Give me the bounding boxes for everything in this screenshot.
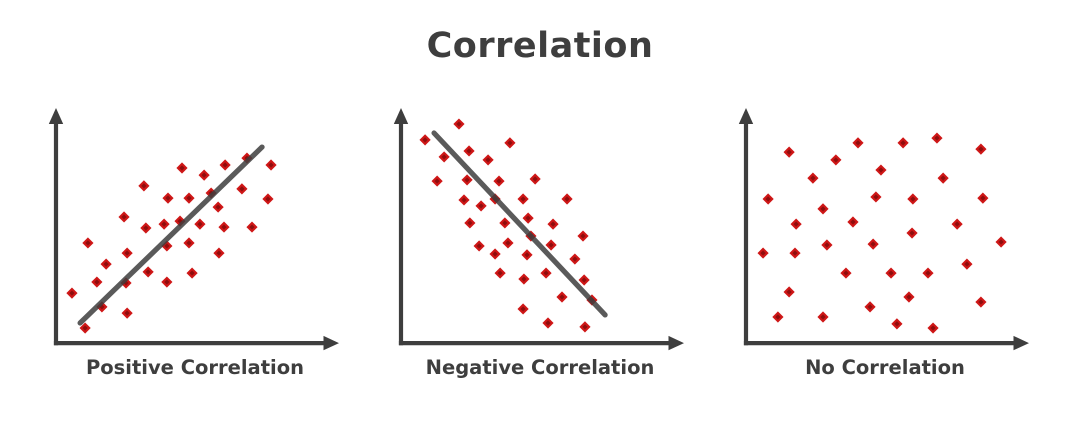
no-correlation-panel: No Correlation bbox=[730, 100, 1040, 390]
data-point bbox=[82, 325, 88, 331]
data-point bbox=[164, 243, 170, 249]
data-point bbox=[222, 162, 228, 168]
x-axis-arrowhead-icon bbox=[668, 335, 684, 351]
data-point bbox=[786, 289, 792, 295]
chart-caption-negative: Negative Correlation bbox=[425, 356, 655, 379]
data-point bbox=[239, 186, 245, 192]
data-point bbox=[197, 221, 203, 227]
data-point bbox=[179, 165, 185, 171]
data-point bbox=[165, 195, 171, 201]
data-point bbox=[103, 261, 109, 267]
data-point bbox=[164, 279, 170, 285]
data-point bbox=[186, 240, 192, 246]
scatter-plot-positive bbox=[48, 108, 339, 351]
x-axis-arrowhead-icon bbox=[323, 335, 339, 351]
data-point bbox=[143, 225, 149, 231]
data-point bbox=[497, 270, 503, 276]
y-axis-arrowhead-icon bbox=[48, 108, 64, 124]
data-point bbox=[980, 195, 986, 201]
data-point bbox=[792, 250, 798, 256]
data-point bbox=[461, 197, 467, 203]
data-point bbox=[215, 204, 221, 210]
data-point bbox=[532, 176, 538, 182]
chart-caption-positive: Positive Correlation bbox=[85, 356, 304, 379]
data-point bbox=[786, 149, 792, 155]
data-point bbox=[870, 241, 876, 247]
data-point bbox=[833, 157, 839, 163]
data-point bbox=[216, 250, 222, 256]
data-point bbox=[441, 154, 447, 160]
scatter-plot-negative bbox=[393, 108, 684, 351]
data-point bbox=[580, 233, 586, 239]
data-point bbox=[476, 243, 482, 249]
data-point bbox=[434, 178, 440, 184]
data-point bbox=[485, 157, 491, 163]
y-axis-arrowhead-icon bbox=[738, 108, 754, 124]
data-point bbox=[94, 279, 100, 285]
data-point bbox=[464, 177, 470, 183]
data-point bbox=[521, 276, 527, 282]
negative-correlation-panel: Negative Correlation bbox=[385, 100, 695, 390]
x-axis-arrowhead-icon bbox=[1013, 335, 1029, 351]
positive-correlation-panel: Positive Correlation bbox=[40, 100, 350, 390]
trend-line bbox=[431, 130, 608, 318]
data-point bbox=[121, 214, 127, 220]
data-point bbox=[855, 140, 861, 146]
data-point bbox=[525, 215, 531, 221]
data-point bbox=[186, 195, 192, 201]
data-point bbox=[145, 269, 151, 275]
data-point bbox=[906, 294, 912, 300]
data-point bbox=[124, 250, 130, 256]
points-layer bbox=[419, 118, 608, 333]
data-point bbox=[765, 196, 771, 202]
data-point bbox=[820, 314, 826, 320]
data-point bbox=[467, 220, 473, 226]
data-point bbox=[507, 140, 513, 146]
data-point bbox=[820, 206, 826, 212]
data-point bbox=[502, 220, 508, 226]
chart-caption-none: No Correlation bbox=[805, 356, 965, 379]
data-point bbox=[793, 221, 799, 227]
data-point bbox=[940, 175, 946, 181]
data-point bbox=[559, 294, 565, 300]
data-point bbox=[910, 196, 916, 202]
data-point bbox=[201, 172, 207, 178]
data-point bbox=[998, 239, 1004, 245]
points-layer bbox=[66, 144, 277, 334]
y-axis-arrowhead-icon bbox=[393, 108, 409, 124]
data-point bbox=[496, 178, 502, 184]
points-layer bbox=[757, 132, 1007, 334]
trend-line bbox=[77, 144, 265, 326]
data-point bbox=[978, 299, 984, 305]
figure-title: Correlation bbox=[426, 26, 654, 66]
data-point bbox=[954, 221, 960, 227]
data-point bbox=[85, 240, 91, 246]
scatter-plot-none bbox=[738, 108, 1029, 351]
data-point bbox=[545, 320, 551, 326]
data-point bbox=[572, 256, 578, 262]
